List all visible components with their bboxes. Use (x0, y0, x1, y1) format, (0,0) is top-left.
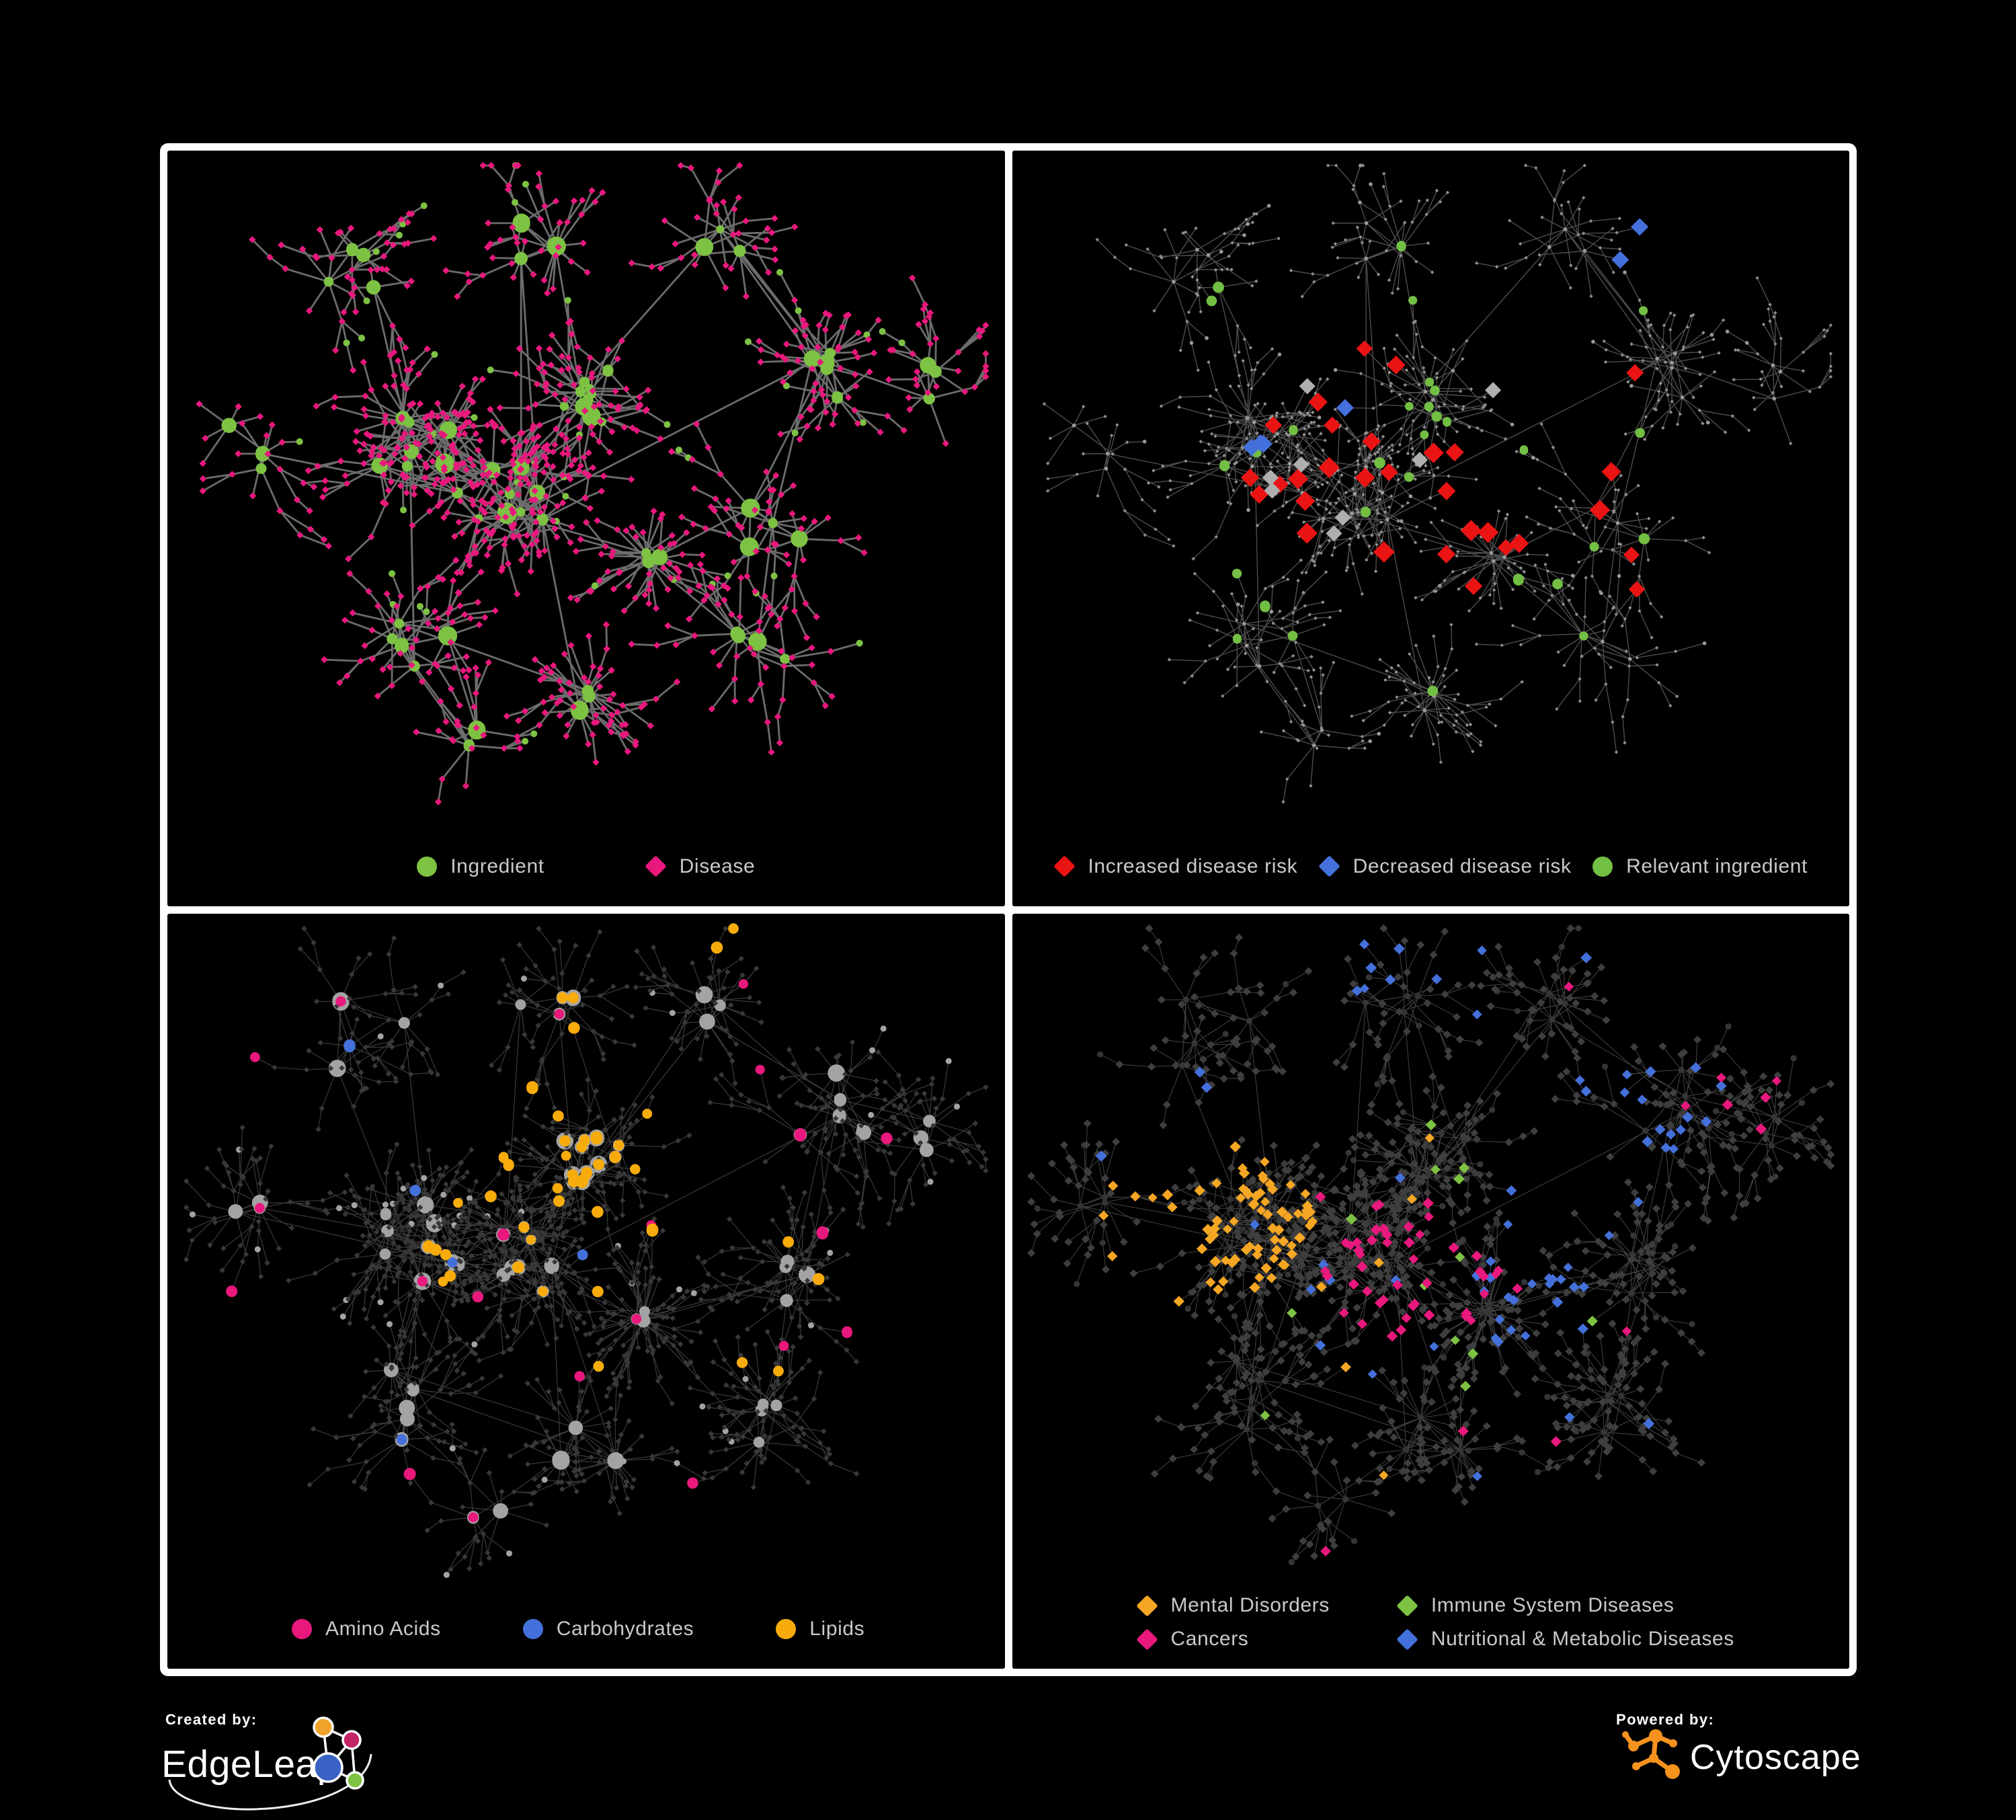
edgeleap-node-green-icon (347, 1772, 363, 1788)
ingredient-disease-network (167, 151, 1005, 827)
legend-item: Relevant ingredient (1592, 855, 1808, 878)
legend-item: Carbohydrates (523, 1618, 694, 1640)
panel-nutrient-classes: Amino Acids Carbohydrates Lipids (167, 914, 1005, 1669)
legend-item: Amino Acids (292, 1618, 441, 1640)
edgeleap-node-blue-icon (314, 1753, 342, 1782)
cytoscape-mark-nodes-icon (1622, 1729, 1680, 1779)
legend-item: Decreased disease risk (1319, 855, 1572, 878)
legend-item: Cancers (1137, 1628, 1330, 1651)
nutrient-classes-legend: Amino Acids Carbohydrates Lipids (167, 1589, 1005, 1669)
network-edges (1031, 928, 1830, 1562)
panel-disease-classes: Mental Disorders Immune System Diseases Ca… (1012, 914, 1850, 1669)
legend-item: Nutritional & Metabolic Diseases (1397, 1628, 1734, 1651)
network-nodes (1027, 924, 1834, 1560)
legend-marker-diamond-icon (1053, 855, 1076, 877)
legend-label: Ingredient (450, 855, 544, 878)
created-by-label: Created by: (165, 1711, 257, 1728)
legend-marker-circle-icon (1592, 857, 1613, 877)
network-nodes (1206, 241, 1650, 697)
footer: Created by: EdgeLeap Powered by: (0, 1676, 2016, 1820)
nutrient-classes-network (167, 914, 1005, 1590)
figure-grid: Ingredient Disease Increased disease risk… (160, 143, 1857, 1676)
legend-label: Disease (680, 855, 756, 878)
legend-marker-diamond-icon (645, 855, 667, 877)
network-edges (1044, 165, 1830, 801)
legend-marker-circle-icon (417, 857, 437, 877)
legend-label: Amino Acids (325, 1618, 441, 1640)
legend-item: Mental Disorders (1137, 1594, 1330, 1617)
disease-risk-network (1012, 151, 1850, 827)
legend-label: Nutritional & Metabolic Diseases (1431, 1628, 1734, 1651)
powered-by-label: Powered by: (1616, 1711, 1714, 1728)
legend-item: Immune System Diseases (1397, 1594, 1734, 1617)
network-nodes (1034, 925, 1804, 1565)
legend-item: Increased disease risk (1054, 855, 1298, 878)
legend-item: Ingredient (417, 855, 544, 878)
legend-label: Cancers (1171, 1628, 1249, 1651)
network-nodes (1042, 163, 1832, 803)
legend-marker-circle-icon (776, 1619, 796, 1639)
cytoscape-logo: Powered by: Cytoscape (1607, 1704, 1862, 1785)
legend-item: Lipids (776, 1618, 864, 1640)
disease-risk-legend: Increased disease risk Decreased disease … (1012, 827, 1850, 906)
network-edges (199, 165, 985, 801)
legend-marker-diamond-icon (1396, 1595, 1418, 1617)
legend-label: Mental Disorders (1171, 1594, 1330, 1617)
disease-classes-legend: Mental Disorders Immune System Diseases Ca… (1012, 1577, 1850, 1669)
legend-marker-diamond-icon (1318, 855, 1340, 877)
disease-classes-network (1012, 914, 1850, 1577)
edgeleap-logo: Created by: EdgeLeap (155, 1702, 383, 1816)
legend-label: Decreased disease risk (1353, 855, 1572, 878)
legend-label: Carbohydrates (557, 1618, 694, 1640)
edgeleap-node-magenta-icon (343, 1731, 360, 1749)
network-nodes (344, 1039, 588, 1444)
edgeleap-wordmark: EdgeLeap (161, 1743, 339, 1786)
legend-label: Immune System Diseases (1431, 1594, 1675, 1617)
panel-disease-risk: Increased disease risk Decreased disease … (1012, 151, 1850, 906)
legend-marker-diamond-icon (1396, 1628, 1418, 1651)
legend-marker-circle-icon (292, 1619, 312, 1639)
legend-marker-diamond-icon (1136, 1628, 1158, 1651)
edgeleap-node-orange-icon (314, 1718, 333, 1737)
legend-label: Lipids (809, 1618, 864, 1640)
legend-marker-circle-icon (523, 1619, 543, 1639)
legend-label: Relevant ingredient (1626, 855, 1808, 878)
network-nodes (184, 925, 989, 1571)
legend-marker-diamond-icon (1136, 1595, 1158, 1617)
cytoscape-wordmark: Cytoscape (1690, 1738, 1861, 1777)
panel-ingredient-disease: Ingredient Disease (167, 151, 1005, 906)
legend-item: Disease (645, 855, 756, 878)
ingredient-disease-legend: Ingredient Disease (167, 827, 1005, 906)
legend-label: Increased disease risk (1088, 855, 1298, 878)
